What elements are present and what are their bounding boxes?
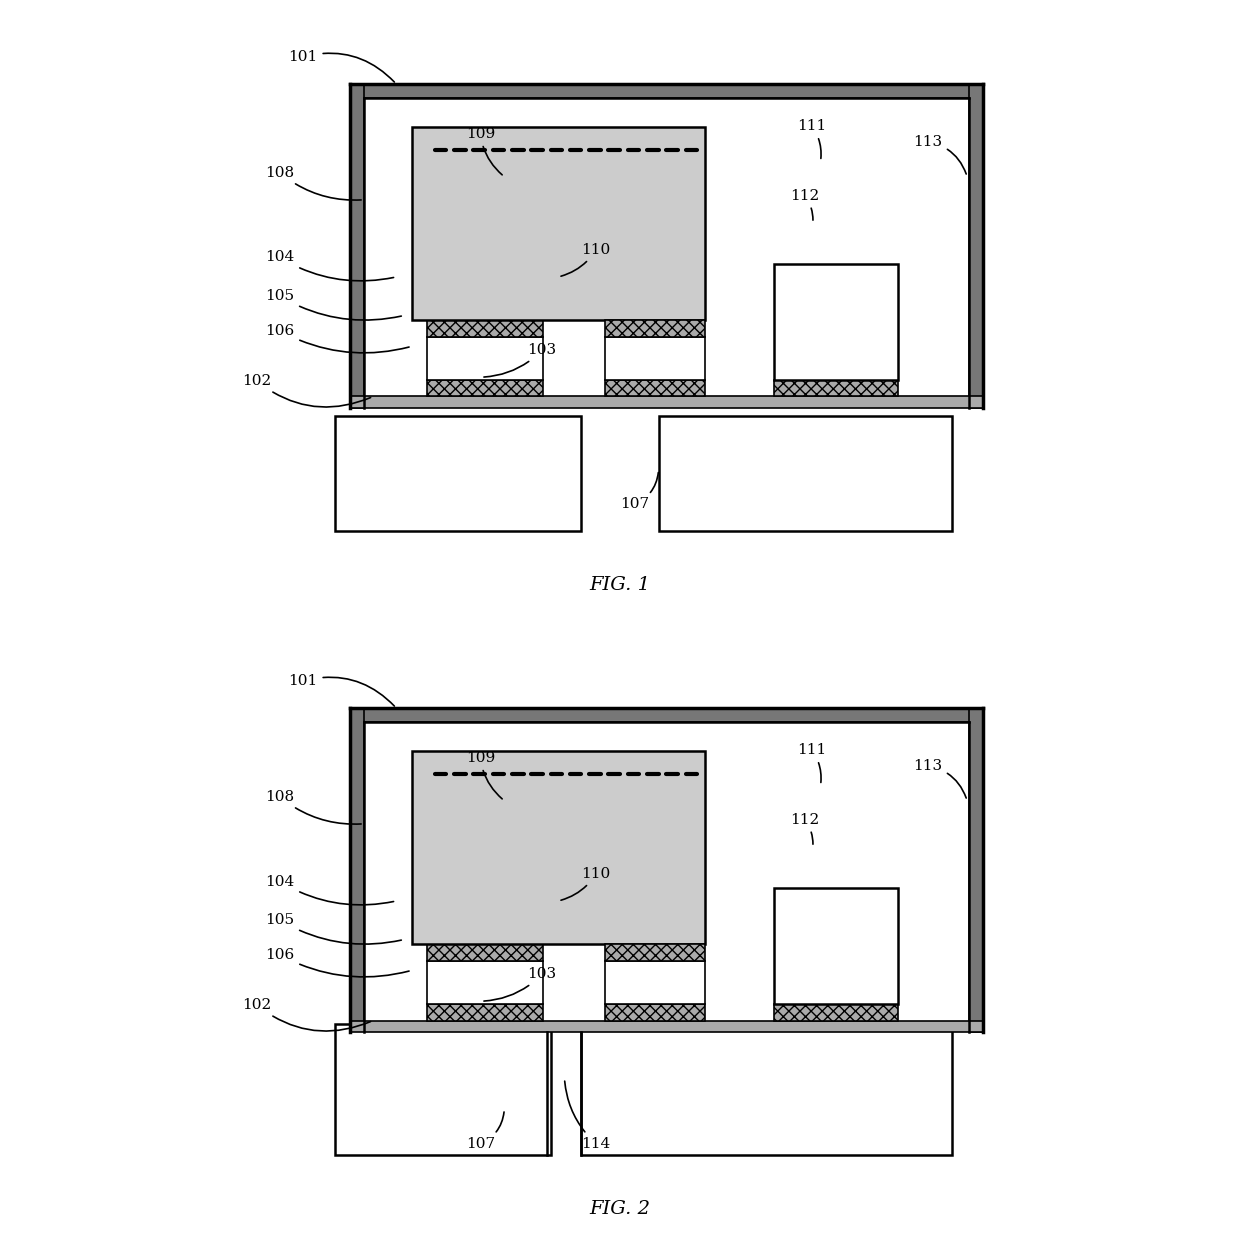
Bar bbox=[605, 1004, 704, 1020]
Text: 110: 110 bbox=[560, 867, 610, 900]
Text: 103: 103 bbox=[484, 343, 557, 376]
Bar bbox=[412, 752, 704, 944]
Bar bbox=[335, 1024, 551, 1156]
Text: 104: 104 bbox=[265, 251, 393, 281]
Bar bbox=[605, 320, 704, 338]
Polygon shape bbox=[350, 84, 982, 98]
Bar bbox=[774, 887, 898, 1004]
Text: 111: 111 bbox=[797, 119, 827, 158]
Bar bbox=[582, 1024, 951, 1156]
Polygon shape bbox=[350, 708, 363, 1032]
Bar bbox=[427, 320, 543, 338]
Text: 105: 105 bbox=[265, 289, 402, 320]
Text: 107: 107 bbox=[466, 1112, 503, 1151]
Bar bbox=[350, 397, 982, 408]
Text: 114: 114 bbox=[564, 1081, 610, 1151]
Bar bbox=[605, 379, 704, 397]
Text: 110: 110 bbox=[560, 242, 610, 276]
Text: 102: 102 bbox=[242, 374, 371, 407]
Bar bbox=[658, 415, 951, 531]
Bar bbox=[427, 944, 543, 961]
Text: 109: 109 bbox=[466, 750, 502, 799]
Text: 106: 106 bbox=[265, 948, 409, 976]
Bar bbox=[427, 961, 543, 1004]
Bar bbox=[774, 264, 898, 379]
Bar bbox=[774, 1004, 898, 1020]
Text: 105: 105 bbox=[265, 914, 402, 944]
Text: 104: 104 bbox=[265, 875, 393, 905]
Text: 113: 113 bbox=[913, 134, 966, 174]
Text: 106: 106 bbox=[265, 324, 409, 353]
Text: FIG. 1: FIG. 1 bbox=[589, 576, 651, 595]
Text: 101: 101 bbox=[289, 674, 394, 707]
Text: 108: 108 bbox=[265, 166, 361, 200]
Text: 112: 112 bbox=[790, 813, 818, 845]
Bar bbox=[412, 127, 704, 320]
Bar bbox=[605, 338, 704, 379]
Bar bbox=[605, 944, 704, 961]
Bar bbox=[427, 379, 543, 397]
Polygon shape bbox=[968, 84, 982, 408]
Text: 112: 112 bbox=[790, 188, 818, 220]
Bar bbox=[774, 379, 898, 397]
Text: 109: 109 bbox=[466, 127, 502, 174]
Polygon shape bbox=[350, 708, 982, 722]
Bar bbox=[350, 1020, 982, 1032]
Polygon shape bbox=[350, 84, 363, 408]
Bar bbox=[335, 415, 582, 531]
Text: 103: 103 bbox=[484, 968, 557, 1001]
Bar bbox=[605, 961, 704, 1004]
Text: 107: 107 bbox=[620, 473, 658, 511]
Bar bbox=[427, 338, 543, 379]
Text: FIG. 2: FIG. 2 bbox=[589, 1201, 651, 1219]
Text: 102: 102 bbox=[242, 998, 371, 1032]
Text: 111: 111 bbox=[797, 743, 827, 782]
Bar bbox=[427, 1004, 543, 1020]
Text: 113: 113 bbox=[913, 759, 966, 798]
Polygon shape bbox=[968, 708, 982, 1032]
Text: 108: 108 bbox=[265, 789, 361, 825]
Text: 101: 101 bbox=[289, 50, 394, 82]
